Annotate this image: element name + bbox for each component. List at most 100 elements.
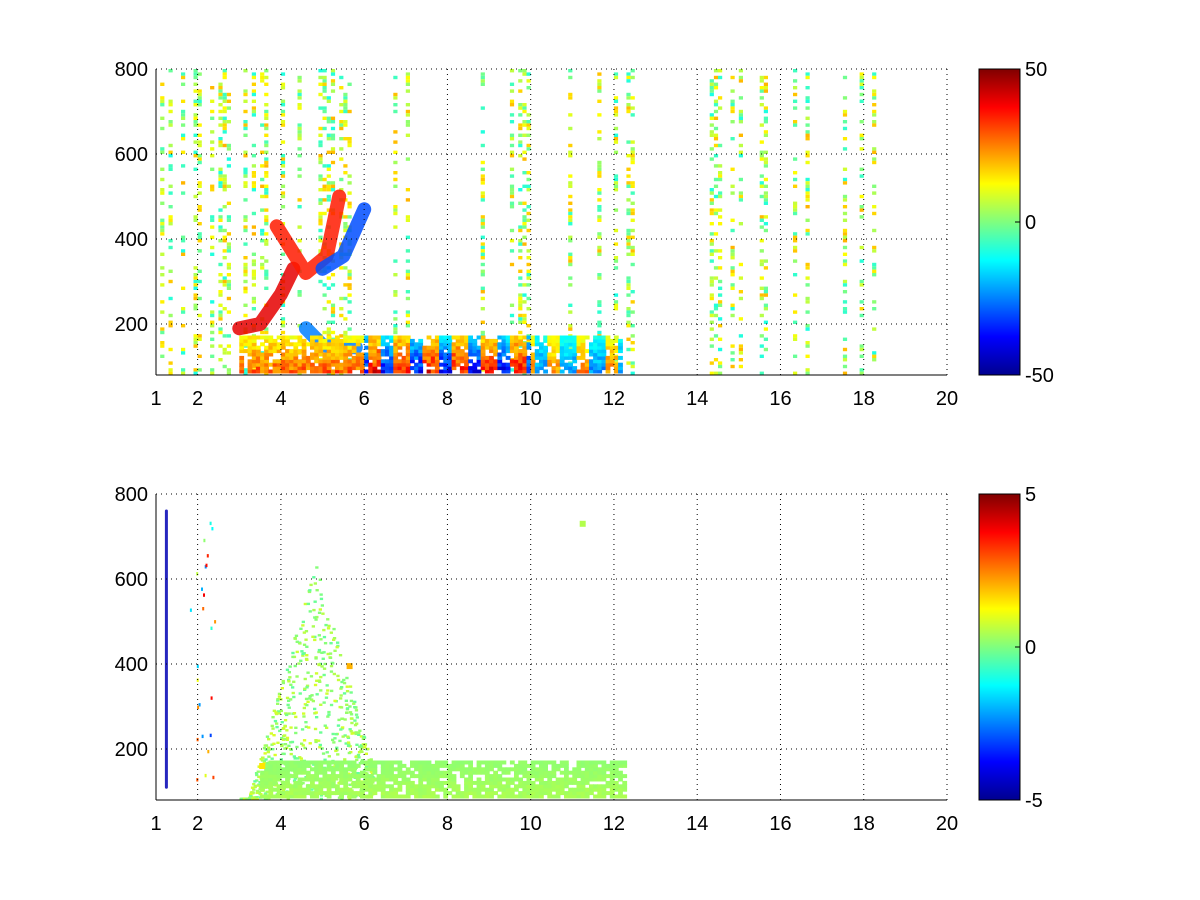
band-cell	[547, 794, 553, 799]
band-cell	[314, 794, 319, 799]
band-cell	[480, 787, 486, 792]
noise-cell	[526, 283, 531, 287]
region-cell	[311, 699, 315, 703]
region-cell	[266, 750, 270, 754]
band-cell	[405, 366, 411, 371]
noise-cell	[730, 109, 735, 114]
band-cell	[335, 767, 340, 772]
noise-cell	[196, 678, 199, 682]
region-cell	[303, 746, 307, 750]
noise-cell	[709, 188, 714, 192]
noise-cell	[211, 527, 214, 531]
noise-cell	[522, 103, 527, 107]
noise-cell	[210, 252, 215, 256]
band-cell	[376, 787, 382, 792]
noise-cell	[326, 194, 331, 199]
region-cell	[315, 679, 319, 682]
band-cell	[301, 362, 307, 367]
band-cell	[605, 355, 611, 360]
band-cell	[239, 349, 245, 354]
noise-cell	[222, 92, 227, 97]
noise-cell	[626, 75, 631, 80]
noise-cell	[509, 99, 515, 103]
band-cell	[613, 763, 619, 768]
noise-cell	[264, 330, 269, 335]
band-cell	[576, 342, 582, 347]
band-cell	[601, 794, 607, 799]
band-cell	[530, 359, 536, 364]
band-cell	[414, 784, 419, 789]
noise-cell	[805, 86, 810, 90]
band-cell	[589, 349, 594, 354]
noise-cell	[330, 133, 336, 137]
band-cell	[285, 763, 290, 768]
band-cell	[468, 352, 473, 357]
noise-cell	[713, 177, 719, 182]
band-cell	[484, 791, 490, 796]
band-cell	[613, 355, 619, 360]
band-cell	[360, 780, 365, 785]
region-cell	[301, 620, 305, 624]
noise-cell	[210, 313, 215, 318]
band-cell	[380, 349, 386, 354]
band-cell	[518, 338, 523, 343]
noise-cell	[226, 215, 231, 219]
band-cell	[376, 780, 382, 785]
region-cell	[360, 746, 364, 749]
noise-cell	[347, 276, 352, 280]
region-cell	[270, 743, 274, 746]
band-cell	[297, 760, 303, 765]
noise-cell	[522, 320, 527, 324]
band-cell	[522, 335, 528, 340]
band-cell	[264, 352, 269, 357]
band-cell	[539, 345, 544, 350]
band-cell	[385, 345, 390, 350]
noise-cell	[243, 242, 248, 246]
noise-cell	[251, 174, 256, 178]
band-cell	[589, 787, 594, 792]
band-cell	[472, 342, 478, 347]
band-cell	[297, 767, 303, 772]
band-cell	[489, 366, 494, 371]
noise-cell	[872, 351, 877, 355]
noise-cell	[522, 120, 527, 124]
noise-cell	[842, 75, 848, 80]
noise-cell	[243, 126, 248, 131]
region-cell	[319, 675, 323, 679]
band-cell	[330, 369, 336, 374]
noise-cell	[805, 154, 810, 158]
noise-cell	[318, 143, 323, 148]
noise-cell	[330, 137, 336, 141]
band-cell	[447, 349, 453, 354]
noise-cell	[626, 252, 631, 256]
noise-cell	[264, 164, 269, 168]
band-cell	[343, 777, 349, 782]
noise-cell	[842, 347, 848, 352]
band-cell	[447, 345, 453, 350]
band-cell	[497, 342, 503, 347]
region-cell	[355, 716, 359, 719]
band-cell	[335, 342, 340, 347]
noise-cell	[318, 154, 323, 158]
noise-cell	[730, 283, 735, 287]
band-cell	[268, 335, 274, 340]
band-cell	[322, 342, 328, 347]
region-cell	[322, 667, 327, 670]
band-cell	[555, 342, 561, 347]
colorbar-tick-label: 50	[1025, 59, 1047, 81]
band-cell	[314, 352, 319, 357]
band-cell	[293, 366, 299, 371]
noise-cell	[347, 293, 352, 297]
band-cell	[439, 352, 444, 357]
noise-cell	[343, 296, 348, 301]
band-cell	[310, 784, 315, 789]
band-cell	[543, 335, 548, 340]
region-cell	[339, 728, 343, 731]
noise-cell	[393, 259, 398, 263]
band-cell	[530, 770, 536, 775]
noise-cell	[330, 69, 336, 73]
noise-cell	[318, 177, 323, 182]
band-cell	[530, 794, 536, 799]
noise-cell	[218, 327, 223, 331]
band-cell	[501, 794, 507, 799]
